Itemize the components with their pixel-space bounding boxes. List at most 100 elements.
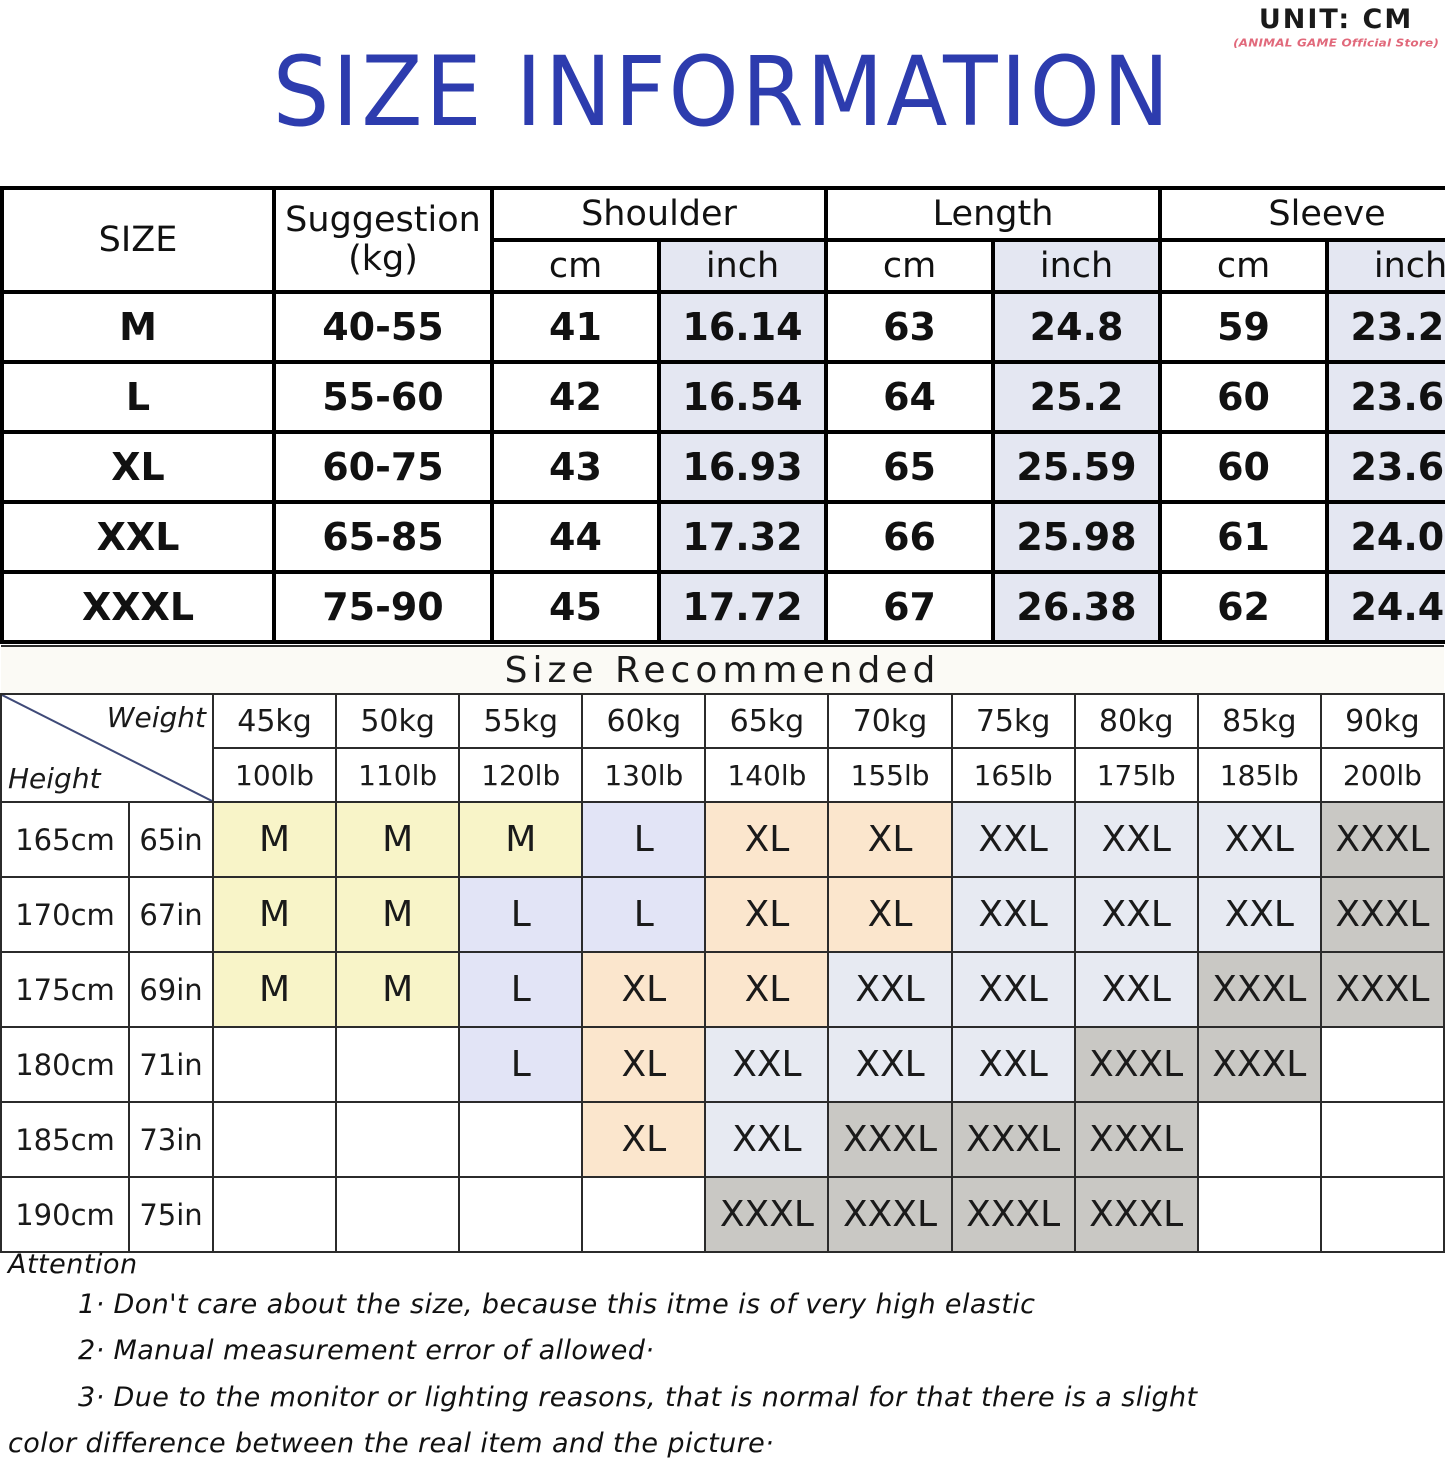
height-in-label: 69in [128,951,214,1028]
header-length-inch: inch [991,238,1163,294]
attention-item: 2· Manual measurement error of allowed· [78,1335,655,1367]
attention-item: 1· Don't care about the size, because th… [78,1289,1036,1320]
rec-cell: M [211,876,338,953]
rec-cell: XL [704,876,830,953]
rec-cell: XXXL [950,1176,1076,1253]
table-header-row-1: SIZE Suggestion (kg) Shoulder Length Sle… [0,186,1445,294]
cell-length-cm: 63 [824,290,996,364]
rec-cell: XL [704,801,830,878]
rec-cell: L [458,1026,584,1103]
cell-size: M [0,290,276,364]
cell-shoulder-cm: 45 [490,570,661,644]
header-sleeve-inch: inch [1325,238,1445,294]
rec-header-kg-row: Weight Height 45kg 50kg 55kg 60kg 65kg 7… [0,693,1445,803]
axis-label-weight: Weight [106,701,206,734]
header-sleeve: Sleeve [1158,186,1445,242]
height-cm-label: 185cm [0,1101,130,1178]
weight-kg-header: 55kg [458,693,584,749]
header-length: Length [824,186,1163,242]
height-in-label: 71in [128,1026,214,1103]
weight-kg-header: 45kg [211,693,338,749]
rec-cell: XXXL [1319,801,1445,878]
size-recommended-table: Size Recommended Weight Height 45kg 50kg… [0,645,1445,1253]
cell-shoulder-cm: 42 [490,360,661,434]
rec-cell: XL [827,876,953,953]
rec-cell: XXXL [1073,1026,1199,1103]
rec-cell: M [335,876,461,953]
height-in-label: 73in [128,1101,214,1178]
cell-sleeve-cm: 60 [1158,430,1330,504]
header-length-cm: cm [824,238,996,294]
cell-length-cm: 67 [824,570,996,644]
cell-shoulder-cm: 41 [490,290,661,364]
rec-cell: XXL [1073,801,1199,878]
rec-cell: XXXL [827,1176,953,1253]
rec-cell: L [458,951,584,1028]
rec-cell [1319,1101,1445,1178]
height-cm-label: 175cm [0,951,130,1028]
cell-size: L [0,360,276,434]
rec-cell: XXL [704,1101,830,1178]
cell-length-inch: 25.59 [991,430,1163,504]
height-in-label: 67in [128,876,214,953]
header-shoulder-inch: inch [656,238,829,294]
rec-cell: L [581,876,707,953]
cell-sleeve-cm: 62 [1158,570,1330,644]
unit-label: UNIT: CM [1258,4,1414,35]
rec-cell: XXL [827,1026,953,1103]
rec-row: 170cm 67in M M L L XL XL XXL XXL XXL XXX… [0,876,1445,953]
weight-lb-header: 140lb [704,747,830,803]
diagonal-divider-icon [3,696,211,800]
header-suggestion: Suggestion (kg) [272,186,494,294]
height-cm-label: 190cm [0,1176,130,1253]
rec-cell: XL [704,951,830,1028]
cell-size: XL [0,430,276,504]
rec-cell [1196,1101,1322,1178]
size-recommended-banner: Size Recommended [1,645,1444,695]
rec-cell: XL [581,951,707,1028]
rec-cell: L [581,801,707,878]
rec-cell: XXL [950,951,1076,1028]
cell-sleeve-inch: 23.62 [1325,360,1445,434]
header-shoulder: Shoulder [489,186,829,242]
rec-cell: XXXL [1196,1026,1322,1103]
rec-cell: XXL [1196,801,1322,878]
cell-length-cm: 65 [824,430,996,504]
rec-cell: XXXL [704,1176,830,1253]
weight-kg-header: 85kg [1196,693,1322,749]
measurement-table-body: M 40-55 41 16.14 63 24.8 59 23.23 L 55-6… [0,290,1445,644]
cell-length-inch: 25.2 [991,360,1163,434]
rec-cell: M [458,801,584,878]
rec-cell [211,1176,338,1253]
rec-cell [211,1101,338,1178]
rec-cell: XXXL [1319,951,1445,1028]
rec-cell [581,1176,707,1253]
cell-length-inch: 24.8 [991,290,1163,364]
header-size: SIZE [0,186,276,294]
cell-length-inch: 26.38 [991,570,1163,644]
rec-cell [458,1176,584,1253]
rec-banner-row: Size Recommended [1,645,1444,695]
cell-sleeve-cm: 59 [1158,290,1330,364]
weight-lb-header: 155lb [827,747,953,803]
cell-sleeve-inch: 24.41 [1325,570,1445,644]
weight-kg-header: 65kg [704,693,830,749]
weight-lb-header: 175lb [1073,747,1199,803]
size-information-table: SIZE Suggestion (kg) Shoulder Length Sle… [0,186,1445,644]
cell-shoulder-inch: 16.14 [656,290,829,364]
weight-kg-header: 60kg [581,693,707,749]
attention-notes: Attention 1· Don't care about the size, … [0,1249,1445,1468]
rec-cell: XXXL [1073,1176,1199,1253]
table-row: M 40-55 41 16.14 63 24.8 59 23.23 [0,290,1445,364]
cell-shoulder-inch: 17.72 [656,570,829,644]
rec-cell: XL [581,1026,707,1103]
weight-lb-header: 110lb [335,747,461,803]
unit-badge: UNIT: CM (ANIMAL GAME Official Store) [1233,6,1439,49]
page-title: Size Information [272,36,1173,148]
header-suggestion-line1: Suggestion [285,199,481,240]
weight-lb-header: 120lb [458,747,584,803]
rec-cell: XXXL [1073,1101,1199,1178]
weight-lb-header: 185lb [1196,747,1322,803]
rec-cell [335,1101,461,1178]
cell-suggestion: 65-85 [272,500,494,574]
